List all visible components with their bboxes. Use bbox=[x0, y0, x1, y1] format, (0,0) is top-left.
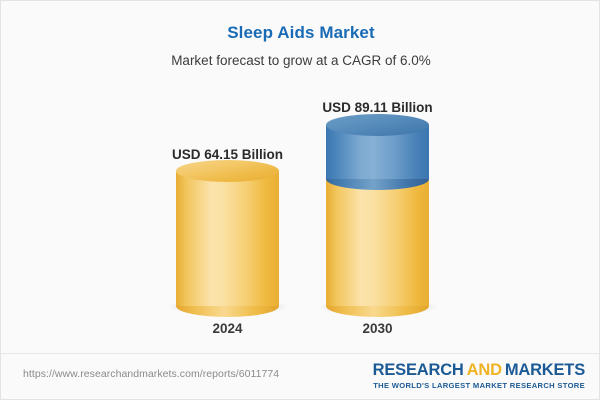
plot-area: USD 64.15 Billion 2024 USD 89.11 Billion… bbox=[1, 1, 599, 353]
bar-2030-segment-growth bbox=[326, 114, 429, 190]
value-label-2024: USD 64.15 Billion bbox=[171, 147, 284, 162]
research-and-markets-logo[interactable]: RESEARCH AND MARKETS THE WORLD'S LARGEST M… bbox=[372, 361, 586, 391]
logo-wordmark: RESEARCH AND MARKETS bbox=[372, 361, 586, 380]
logo-word-and: AND bbox=[466, 361, 502, 379]
footer-divider bbox=[1, 353, 599, 354]
cylinder-body bbox=[326, 171, 429, 306]
logo-word-research: RESEARCH bbox=[372, 361, 464, 379]
source-url[interactable]: https://www.researchandmarkets.com/repor… bbox=[23, 368, 280, 380]
bar-2030[interactable] bbox=[326, 114, 429, 317]
category-label-2024: 2024 bbox=[212, 321, 243, 336]
category-label-2030: 2030 bbox=[362, 321, 393, 336]
logo-tagline: THE WORLD'S LARGEST MARKET RESEARCH STOR… bbox=[373, 381, 585, 390]
logo-word-markets: MARKETS bbox=[504, 361, 585, 379]
bar-2030-segment-base bbox=[326, 171, 429, 317]
chart-subtitle: Market forecast to grow at a CAGR of 6.0… bbox=[171, 53, 431, 68]
value-label-2030: USD 89.11 Billion bbox=[322, 100, 433, 115]
cylinder-top-cap bbox=[326, 114, 429, 136]
bar-2024-segment-base bbox=[176, 160, 279, 317]
cylinder-body bbox=[176, 171, 279, 306]
bar-2024[interactable] bbox=[176, 160, 279, 317]
cylinder-top-cap bbox=[176, 160, 279, 182]
footer: https://www.researchandmarkets.com/repor… bbox=[1, 354, 599, 399]
chart-title: Sleep Aids Market bbox=[227, 23, 375, 42]
